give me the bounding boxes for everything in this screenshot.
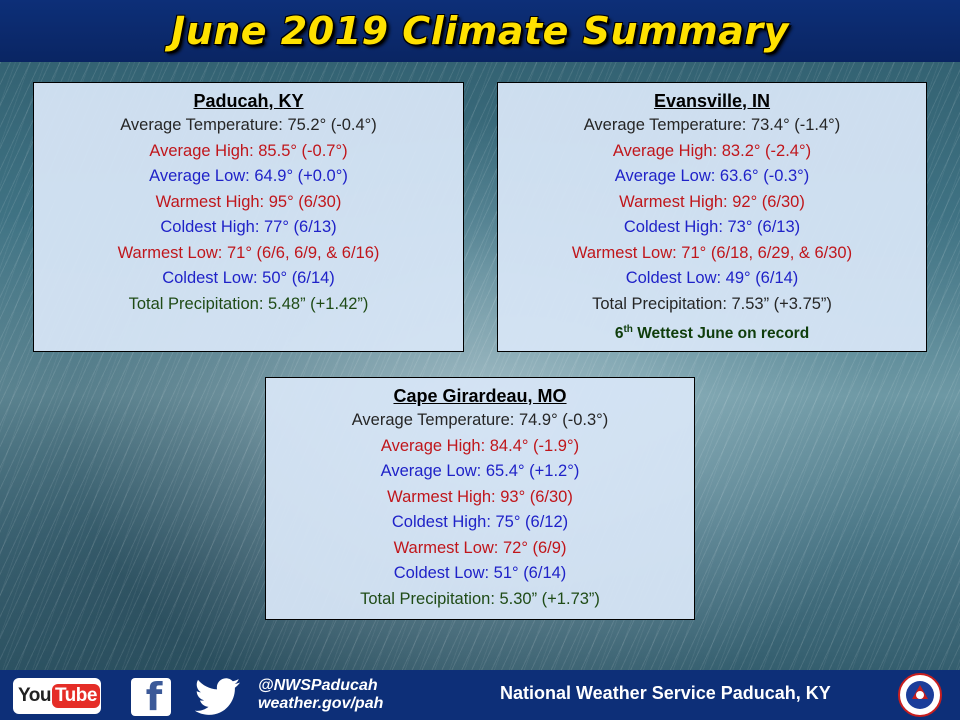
- station-box-evansville: Evansville, IN Average Temperature: 73.4…: [497, 82, 927, 352]
- record-rank: 6: [614, 325, 624, 343]
- warmest-low: Warmest Low: 71° (6/6, 6/9, & 6/16): [117, 243, 380, 262]
- twitter-handle[interactable]: @NWSPaducah: [258, 677, 378, 694]
- station-name: Paducah, KY: [193, 91, 304, 111]
- warmest-high: Warmest High: 93° (6/30): [387, 487, 573, 506]
- average-high: Average High: 85.5° (-0.7°): [149, 141, 348, 160]
- average-temperature: Average Temperature: 74.9° (-0.3°): [351, 411, 609, 429]
- office-name: National Weather Service Paducah, KY: [500, 683, 831, 703]
- youtube-you-text: You: [18, 685, 51, 706]
- facebook-letter: f: [145, 675, 163, 719]
- twitter-icon[interactable]: [194, 678, 242, 716]
- title-banner: June 2019 Climate Summary: [0, 0, 960, 62]
- coldest-low: Coldest Low: 51° (6/14): [393, 564, 567, 582]
- nws-seal-icon: [898, 673, 942, 717]
- coldest-high: Coldest High: 75° (6/12): [391, 513, 569, 531]
- average-low: Average Low: 65.4° (+1.2°): [380, 462, 580, 480]
- record-text: Wettest June on record: [632, 325, 810, 343]
- page-title: June 2019 Climate Summary: [171, 9, 789, 53]
- youtube-icon[interactable]: You Tube: [13, 678, 101, 714]
- coldest-low: Coldest Low: 50° (6/14): [162, 269, 335, 287]
- station-name: Evansville, IN: [653, 91, 771, 111]
- average-high: Average High: 84.4° (-1.9°): [380, 436, 580, 455]
- record-note: 6th Wettest June on record: [498, 317, 926, 347]
- average-low: Average Low: 63.6° (-0.3°): [614, 167, 810, 185]
- warmest-high: Warmest High: 92° (6/30): [619, 192, 805, 211]
- average-low: Average Low: 64.9° (+0.0°): [149, 167, 348, 185]
- total-precipitation: Total Precipitation: 5.30” (+1.73”): [360, 589, 600, 608]
- station-box-cape-girardeau: Cape Girardeau, MO Average Temperature: …: [265, 377, 695, 620]
- average-high: Average High: 83.2° (-2.4°): [612, 141, 812, 160]
- average-temperature: Average Temperature: 73.4° (-1.4°): [583, 116, 841, 134]
- coldest-high: Coldest High: 77° (6/13): [160, 218, 337, 236]
- warmest-high: Warmest High: 95° (6/30): [155, 192, 342, 211]
- warmest-low: Warmest Low: 71° (6/18, 6/29, & 6/30): [571, 243, 853, 262]
- coldest-high: Coldest High: 73° (6/13): [623, 218, 801, 236]
- social-handles: @NWSPaducah weather.gov/pah: [258, 677, 383, 713]
- station-box-paducah: Paducah, KY Average Temperature: 75.2° (…: [33, 82, 464, 352]
- warmest-low: Warmest Low: 72° (6/9): [393, 538, 567, 557]
- total-precipitation: Total Precipitation: 7.53” (+3.75”): [592, 294, 832, 313]
- youtube-tube-text: Tube: [51, 684, 100, 708]
- station-name: Cape Girardeau, MO: [393, 386, 567, 406]
- coldest-low: Coldest Low: 49° (6/14): [625, 269, 799, 287]
- average-temperature: Average Temperature: 75.2° (-0.4°): [120, 116, 377, 134]
- total-precipitation: Total Precipitation: 5.48” (+1.42”): [128, 294, 369, 313]
- facebook-icon[interactable]: f: [131, 678, 171, 716]
- website-link[interactable]: weather.gov/pah: [258, 695, 384, 712]
- record-rank-suffix: th: [623, 324, 633, 335]
